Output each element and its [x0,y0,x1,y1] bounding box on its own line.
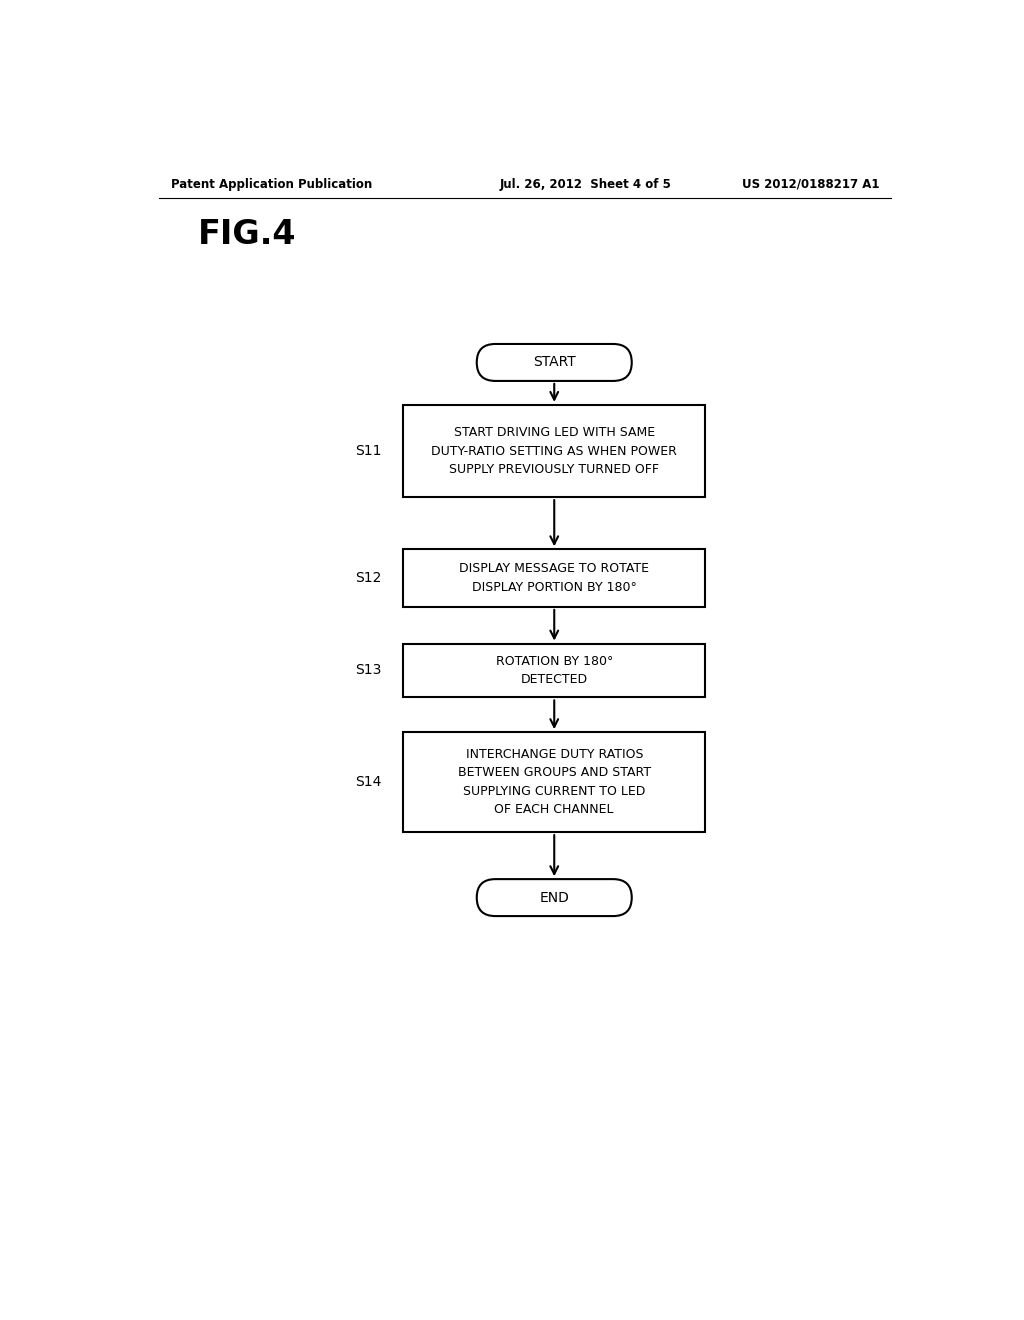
Text: START DRIVING LED WITH SAME
DUTY-RATIO SETTING AS WHEN POWER
SUPPLY PREVIOUSLY T: START DRIVING LED WITH SAME DUTY-RATIO S… [431,426,677,477]
FancyBboxPatch shape [477,879,632,916]
Text: ROTATION BY 180°
DETECTED: ROTATION BY 180° DETECTED [496,655,613,686]
Text: US 2012/0188217 A1: US 2012/0188217 A1 [742,178,880,190]
Bar [403,405,706,498]
Text: S12: S12 [355,572,382,585]
Text: DISPLAY MESSAGE TO ROTATE
DISPLAY PORTION BY 180°: DISPLAY MESSAGE TO ROTATE DISPLAY PORTIO… [459,562,649,594]
Text: END: END [540,891,569,904]
Bar [403,733,706,832]
Text: Patent Application Publication: Patent Application Publication [171,178,372,190]
Text: FIG.4: FIG.4 [198,219,296,252]
Text: Jul. 26, 2012  Sheet 4 of 5: Jul. 26, 2012 Sheet 4 of 5 [500,178,672,190]
Text: S11: S11 [355,444,382,458]
Text: S14: S14 [355,775,382,789]
Text: INTERCHANGE DUTY RATIOS
BETWEEN GROUPS AND START
SUPPLYING CURRENT TO LED
OF EAC: INTERCHANGE DUTY RATIOS BETWEEN GROUPS A… [458,748,651,816]
Bar [403,549,706,607]
Text: START: START [532,355,575,370]
FancyBboxPatch shape [477,345,632,381]
Bar [403,644,706,697]
Text: S13: S13 [355,664,382,677]
